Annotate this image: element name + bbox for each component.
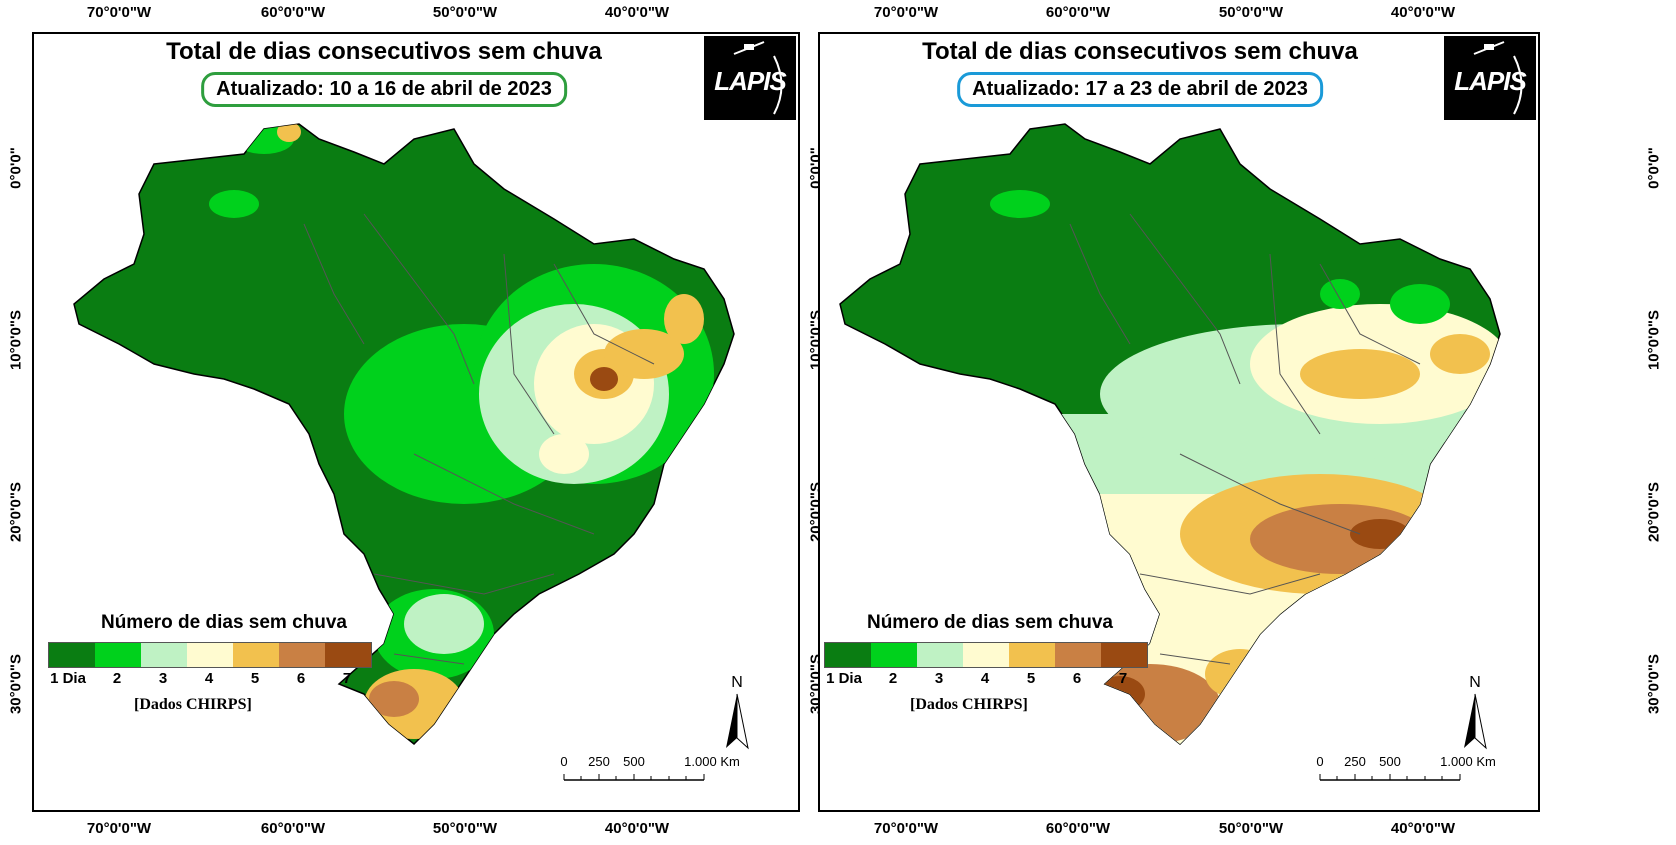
scale-label: 500 (1379, 754, 1401, 769)
legend-label: 6 (1072, 670, 1082, 687)
lon-label: 40°0'0"W (1390, 4, 1456, 21)
data-source: [Dados CHIRPS] (910, 696, 1028, 713)
legend-swatch (1055, 643, 1101, 667)
lat-label: 30°0'0"S (1645, 653, 1663, 715)
lon-label: 70°0'0"W (873, 820, 939, 837)
legend-swatch (187, 643, 233, 667)
legend-label: 4 (980, 670, 990, 687)
lapis-logo: LAPIS (1444, 36, 1536, 120)
legend-label: 5 (1026, 670, 1036, 687)
satellite-icon (733, 41, 783, 115)
legend-label: 2 (888, 670, 898, 687)
legend-label: 6 (296, 670, 306, 687)
lon-label: 60°0'0"W (260, 4, 326, 21)
lat-label: 0°0'0" (7, 147, 25, 189)
legend-title: Número de dias sem chuva (866, 612, 1114, 633)
scale-label: 0 (1316, 754, 1324, 769)
lon-label: 50°0'0"W (432, 820, 498, 837)
legend-label: 4 (204, 670, 214, 687)
legend-swatch (871, 643, 917, 667)
lon-label: 40°0'0"W (1390, 820, 1456, 837)
lat-label: 0°0'0" (1645, 147, 1663, 189)
lon-label: 70°0'0"W (86, 4, 152, 21)
north-label: N (731, 674, 743, 691)
north-arrow-icon (726, 693, 749, 750)
lon-label: 70°0'0"W (86, 820, 152, 837)
scale-label: 250 (1344, 754, 1366, 769)
legend-label: 2 (112, 670, 122, 687)
legend-swatch (141, 643, 187, 667)
map-panel-right: 70°0'0"W 60°0'0"W 50°0'0"W 40°0'0"W 70°0… (818, 0, 1663, 845)
legend-label: 5 (250, 670, 260, 687)
legend-swatch (825, 643, 871, 667)
satellite-icon (1473, 41, 1523, 115)
legend-bar (824, 642, 1148, 668)
lon-label: 70°0'0"W (873, 4, 939, 21)
legend-bar (48, 642, 372, 668)
scale-label: 1.000 Km (1440, 754, 1496, 769)
legend-swatch (49, 643, 95, 667)
legend-swatch (917, 643, 963, 667)
legend-swatch (1009, 643, 1055, 667)
data-source: [Dados CHIRPS] (134, 696, 252, 713)
legend-label: 1 Dia (826, 670, 862, 687)
scale-ruler (563, 774, 705, 781)
lat-label: 10°0'0"S (1645, 309, 1663, 371)
brazil-map (839, 123, 1501, 746)
north-arrow-icon (1464, 693, 1487, 750)
map-title: Total de dias consecutivos sem chuva (166, 38, 602, 65)
scale-label: 250 (588, 754, 610, 769)
scale-ruler (1319, 774, 1461, 781)
legend-swatch (1101, 643, 1147, 667)
lat-label: 20°0'0"S (1645, 481, 1663, 543)
legend-swatch (95, 643, 141, 667)
north-arrow: N (722, 674, 752, 754)
north-arrow: N (1460, 674, 1490, 754)
map-panel-left: 70°0'0"W 60°0'0"W 50°0'0"W 40°0'0"W 70°0… (0, 0, 825, 845)
scale-label: 0 (560, 754, 568, 769)
legend-swatch (279, 643, 325, 667)
lat-label: 30°0'0"S (7, 653, 25, 715)
lat-label: 20°0'0"S (7, 481, 25, 543)
lon-label: 50°0'0"W (432, 4, 498, 21)
lon-label: 40°0'0"W (604, 4, 670, 21)
lon-label: 60°0'0"W (1045, 4, 1111, 21)
legend-label: 3 (158, 670, 168, 687)
legend-label: 1 Dia (50, 670, 86, 687)
logo-text: LAPIS (714, 66, 787, 96)
lon-label: 60°0'0"W (260, 820, 326, 837)
scale-bar: 0 250 500 1.000 Km (554, 754, 754, 794)
lon-label: 50°0'0"W (1218, 4, 1284, 21)
legend-label: 3 (934, 670, 944, 687)
map-subtitle: Atualizado: 17 a 23 de abril de 2023 (957, 72, 1323, 107)
lon-label: 60°0'0"W (1045, 820, 1111, 837)
map-title: Total de dias consecutivos sem chuva (922, 38, 1358, 65)
lapis-logo: LAPIS (704, 36, 796, 120)
scale-label: 500 (623, 754, 645, 769)
logo-text: LAPIS (1454, 66, 1527, 96)
lat-label: 10°0'0"S (7, 309, 25, 371)
map-subtitle: Atualizado: 10 a 16 de abril de 2023 (201, 72, 567, 107)
legend-swatch (233, 643, 279, 667)
scale-bar: 0 250 500 1.000 Km (1310, 754, 1510, 794)
map-frame: Total de dias consecutivos sem chuva Atu… (32, 32, 800, 812)
scale-label: 1.000 Km (684, 754, 740, 769)
lon-label: 50°0'0"W (1218, 820, 1284, 837)
lon-label: 40°0'0"W (604, 820, 670, 837)
north-label: N (1469, 674, 1481, 691)
legend-swatch (325, 643, 371, 667)
map-frame: Total de dias consecutivos sem chuva Atu… (818, 32, 1540, 812)
legend-title: Número de dias sem chuva (100, 612, 348, 633)
legend-label: 7 (1118, 670, 1128, 687)
legend-label: 7 (342, 670, 352, 687)
legend-swatch (963, 643, 1009, 667)
brazil-map (73, 123, 735, 746)
